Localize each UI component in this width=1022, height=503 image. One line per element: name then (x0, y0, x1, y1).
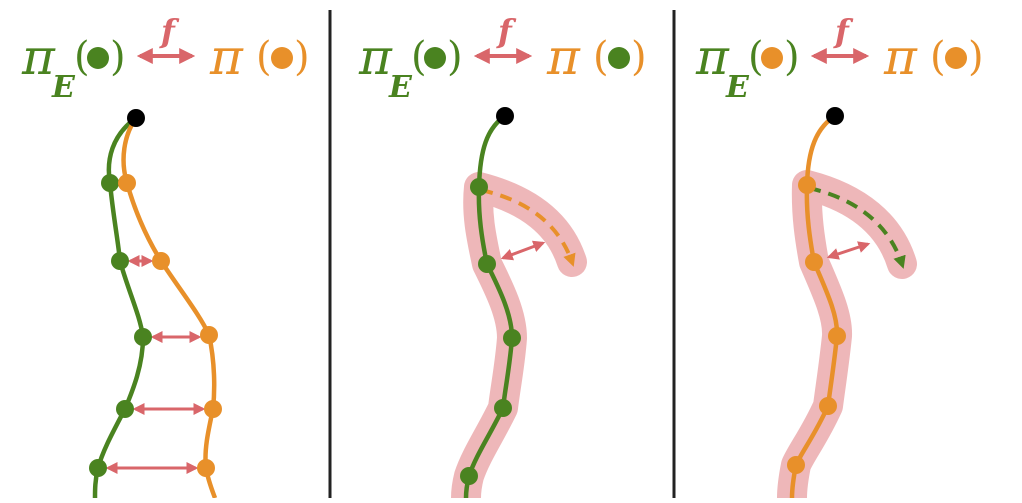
panel-1-header: π E ( ) f π ( ) (21, 12, 310, 105)
divergence-arrow (500, 240, 546, 261)
policy-state-dot (819, 397, 837, 415)
divergence-arrow (826, 241, 871, 260)
expert-state-dot (89, 459, 107, 477)
expert-state-dot (460, 467, 478, 485)
start-state-dot (127, 109, 145, 127)
expert-state-dot (101, 174, 119, 192)
policy-state-dot-icon (945, 47, 967, 69)
close-paren: ) (784, 34, 800, 80)
pi-policy-symbol: π (546, 28, 581, 86)
f-symbol: f (496, 12, 517, 50)
open-paren: ( (74, 34, 90, 80)
expert-dashed-step (808, 186, 906, 269)
open-paren: ( (930, 34, 946, 80)
policy-state-dot (197, 459, 215, 477)
policy-state-dot (152, 252, 170, 270)
panel-3: π E ( ) f π ( ) (695, 12, 984, 503)
expert-state-dot (111, 252, 129, 270)
policy-state-dot (787, 456, 805, 474)
open-paren: ( (593, 34, 609, 80)
f-symbol: f (159, 12, 180, 50)
expert-subscript: E (51, 70, 76, 105)
expert-state-dot-icon (424, 47, 446, 69)
policy-dashed-step (480, 188, 576, 267)
expert-subscript: E (388, 70, 413, 105)
policy-state-dot (200, 326, 218, 344)
start-state-dot (496, 107, 514, 125)
close-paren: ) (110, 34, 126, 80)
open-paren: ( (748, 34, 764, 80)
policy-state-dot-icon (271, 47, 293, 69)
panel-2: π E ( ) f π ( ) (358, 12, 647, 503)
expert-state-dot (470, 178, 488, 196)
pi-policy-symbol: π (883, 28, 918, 86)
close-paren: ) (294, 34, 310, 80)
policy-state-dot (805, 253, 823, 271)
policy-state-dot (828, 327, 846, 345)
pi-expert-symbol: π (358, 28, 393, 86)
pi-expert-symbol: π (695, 28, 730, 86)
expert-state-dot (116, 400, 134, 418)
panel-1: π E ( ) f π ( ) (21, 12, 310, 499)
close-paren: ) (631, 34, 647, 80)
expert-trajectory-line (92, 116, 146, 499)
open-paren: ( (256, 34, 272, 80)
close-paren: ) (447, 34, 463, 80)
policy-state-dot (118, 174, 136, 192)
close-paren: ) (968, 34, 984, 80)
start-state-dot (826, 107, 844, 125)
policy-state-dot-icon (761, 47, 783, 69)
expert-state-dot (134, 328, 152, 346)
pi-policy-symbol: π (209, 28, 244, 86)
open-paren: ( (411, 34, 427, 80)
panel-3-header: π E ( ) f π ( ) (695, 12, 984, 105)
f-symbol: f (833, 12, 854, 50)
policy-state-dot (204, 400, 222, 418)
expert-state-dot (494, 399, 512, 417)
policy-state-dot (798, 176, 816, 194)
expert-state-dot (503, 329, 521, 347)
expert-subscript: E (725, 70, 750, 105)
expert-state-dot-icon (608, 47, 630, 69)
panel-2-header: π E ( ) f π ( ) (358, 12, 647, 105)
pi-expert-symbol: π (21, 28, 56, 86)
expert-state-dot (478, 255, 496, 273)
expert-state-dot-icon (87, 47, 109, 69)
